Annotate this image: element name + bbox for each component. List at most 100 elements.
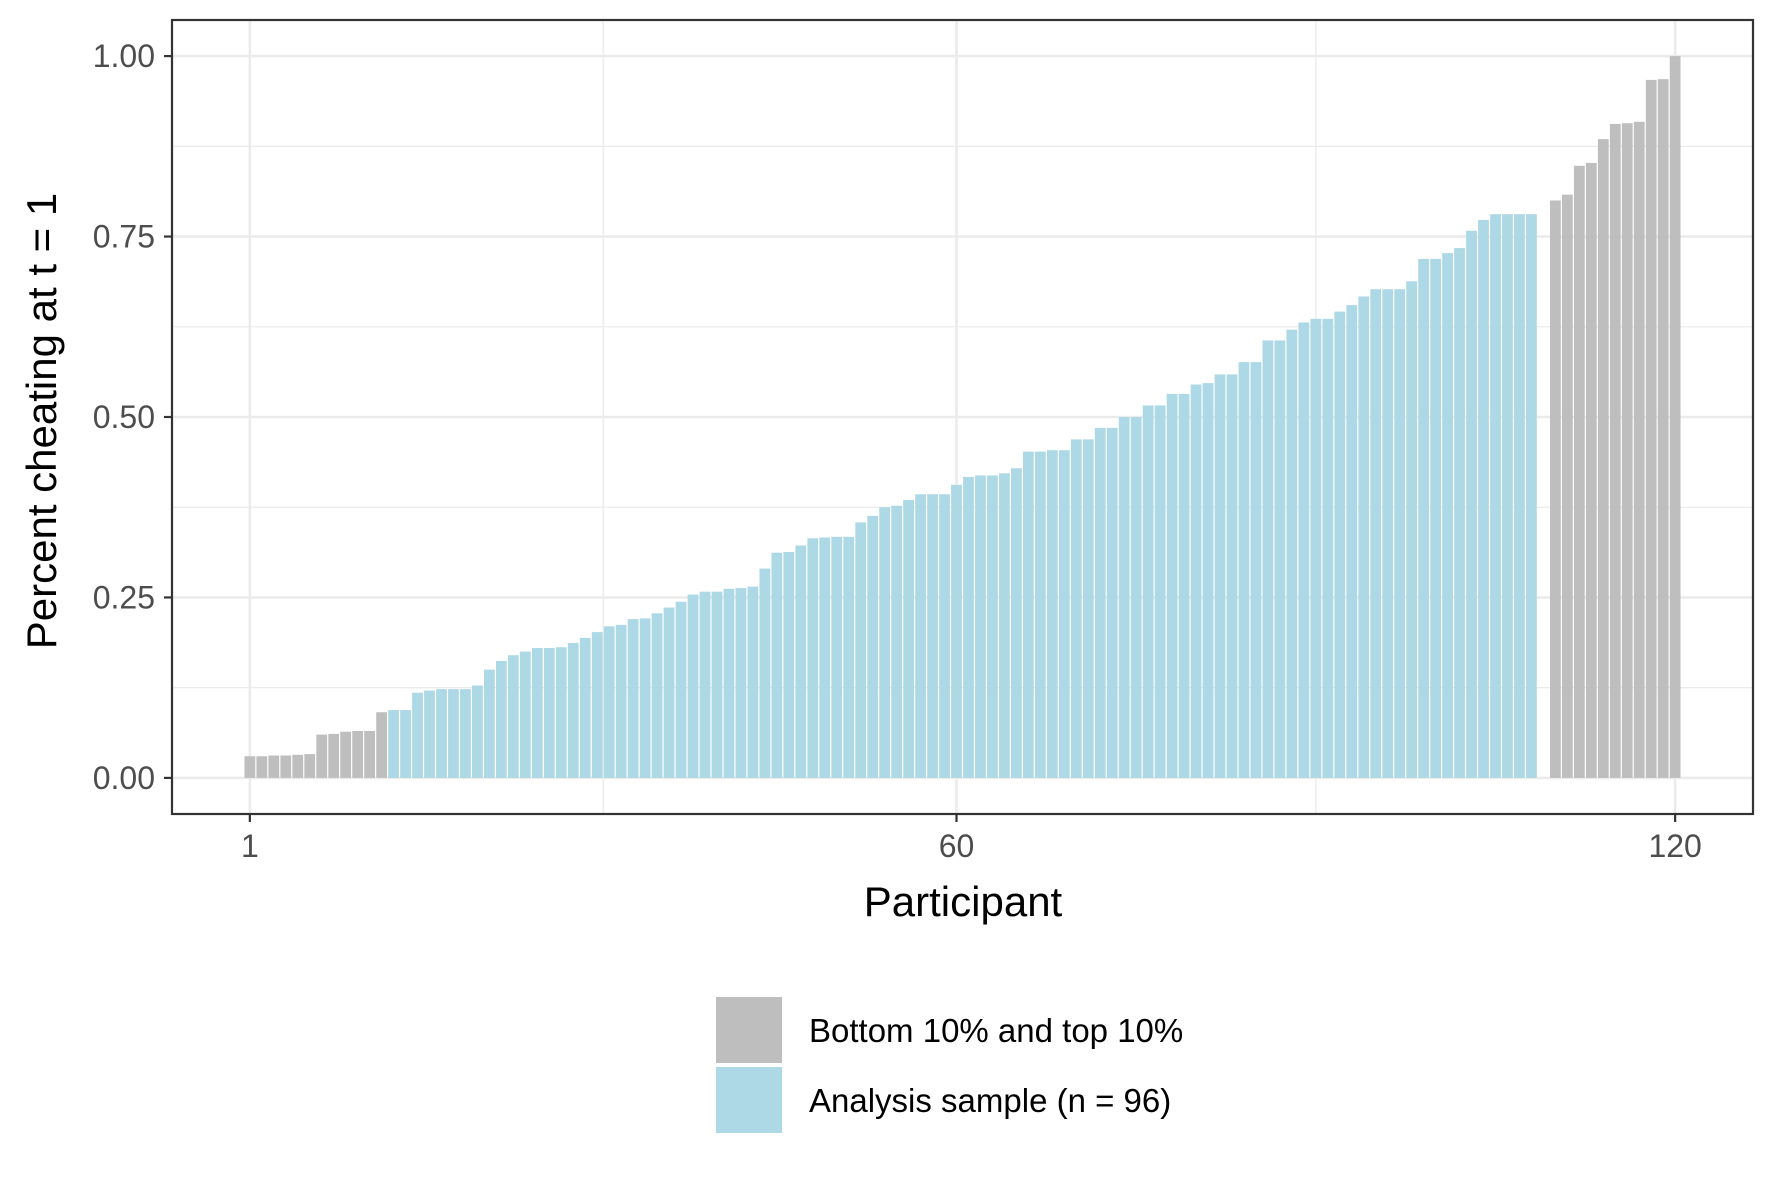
bar bbox=[1011, 468, 1022, 778]
bar bbox=[1202, 383, 1214, 778]
bar bbox=[1597, 139, 1609, 778]
bar bbox=[591, 632, 603, 778]
bar bbox=[1382, 289, 1394, 778]
bar bbox=[807, 538, 819, 778]
bar bbox=[436, 689, 447, 778]
legend-key bbox=[716, 1067, 782, 1133]
bar bbox=[1346, 305, 1358, 778]
bar bbox=[1166, 393, 1178, 778]
y-tick-label: 0.00 bbox=[93, 760, 155, 796]
bar bbox=[567, 642, 579, 778]
y-tick-label: 0.75 bbox=[93, 219, 155, 255]
y-tick-label: 1.00 bbox=[93, 38, 155, 74]
bar bbox=[1178, 393, 1190, 778]
bar bbox=[1585, 162, 1597, 778]
bar bbox=[1274, 340, 1286, 778]
bar bbox=[1669, 56, 1681, 778]
bar bbox=[771, 552, 783, 778]
bar bbox=[1262, 340, 1274, 778]
bar bbox=[1454, 248, 1465, 778]
bar bbox=[1418, 258, 1430, 778]
bar bbox=[1250, 362, 1262, 778]
bar bbox=[1094, 427, 1106, 778]
bar bbox=[364, 730, 376, 778]
bar bbox=[244, 756, 256, 778]
bar bbox=[316, 734, 328, 778]
bar bbox=[543, 647, 555, 778]
bar bbox=[1034, 451, 1046, 778]
bar bbox=[819, 537, 831, 778]
bar bbox=[1298, 322, 1310, 778]
bar bbox=[795, 545, 807, 778]
bar bbox=[1526, 214, 1537, 778]
bar bbox=[1490, 214, 1501, 778]
x-axis-title: Participant bbox=[864, 878, 1063, 925]
bar bbox=[328, 733, 340, 778]
bar bbox=[939, 494, 950, 778]
bar bbox=[1334, 311, 1346, 778]
bar bbox=[963, 476, 974, 778]
bar bbox=[1190, 384, 1202, 778]
bars-layer bbox=[244, 56, 1681, 778]
x-tick-label: 60 bbox=[939, 828, 975, 864]
bar bbox=[304, 754, 316, 778]
bar bbox=[651, 613, 663, 778]
bar bbox=[579, 637, 591, 778]
bar bbox=[388, 710, 399, 778]
bar bbox=[1046, 450, 1058, 778]
bar bbox=[256, 756, 268, 778]
bar bbox=[1154, 405, 1166, 778]
bar bbox=[687, 594, 699, 778]
bar bbox=[424, 690, 435, 778]
bar bbox=[448, 689, 459, 778]
bar bbox=[627, 619, 639, 778]
bar bbox=[1322, 318, 1334, 778]
bar bbox=[1070, 439, 1082, 778]
bar bbox=[555, 647, 567, 778]
bar bbox=[1633, 121, 1645, 778]
bar bbox=[400, 710, 411, 778]
bar bbox=[412, 692, 423, 778]
bar bbox=[1514, 214, 1525, 778]
bar bbox=[1430, 258, 1441, 778]
bar bbox=[903, 500, 914, 778]
bar bbox=[484, 669, 495, 778]
bar bbox=[352, 730, 364, 778]
legend-key bbox=[716, 997, 782, 1063]
bar bbox=[1022, 451, 1034, 778]
bar bbox=[1609, 123, 1621, 778]
bar bbox=[915, 494, 926, 778]
x-tick-label: 120 bbox=[1648, 828, 1701, 864]
bar bbox=[663, 607, 675, 778]
bar bbox=[1370, 289, 1382, 778]
x-tick-label: 1 bbox=[241, 828, 259, 864]
axes-layer: 0.00 0.25 0.50 0.75 1.00 1 60 120 bbox=[93, 18, 1755, 864]
bar bbox=[951, 484, 962, 778]
bar bbox=[723, 588, 735, 778]
legend: Bottom 10% and top 10% Analysis sample (n… bbox=[716, 997, 1183, 1133]
y-axis-title: Percent cheating at t = 1 bbox=[18, 193, 65, 649]
bar bbox=[280, 755, 292, 778]
y-tick-label: 0.25 bbox=[93, 579, 155, 615]
bar bbox=[292, 754, 304, 778]
bar bbox=[1621, 123, 1633, 778]
bar bbox=[472, 685, 483, 778]
bar bbox=[1058, 450, 1070, 778]
bar bbox=[711, 591, 723, 778]
bar bbox=[531, 647, 543, 778]
bar bbox=[1130, 417, 1142, 778]
bar bbox=[603, 626, 615, 778]
bar bbox=[867, 515, 879, 778]
bar bbox=[507, 655, 519, 778]
bar bbox=[268, 755, 280, 778]
bar bbox=[1214, 374, 1226, 778]
bar bbox=[1573, 165, 1585, 778]
bar bbox=[975, 475, 986, 778]
bar bbox=[927, 494, 938, 778]
bar bbox=[1657, 79, 1669, 778]
bar bbox=[1466, 230, 1477, 778]
bar bbox=[735, 588, 747, 778]
bar bbox=[1394, 289, 1406, 778]
bar bbox=[1118, 417, 1130, 778]
